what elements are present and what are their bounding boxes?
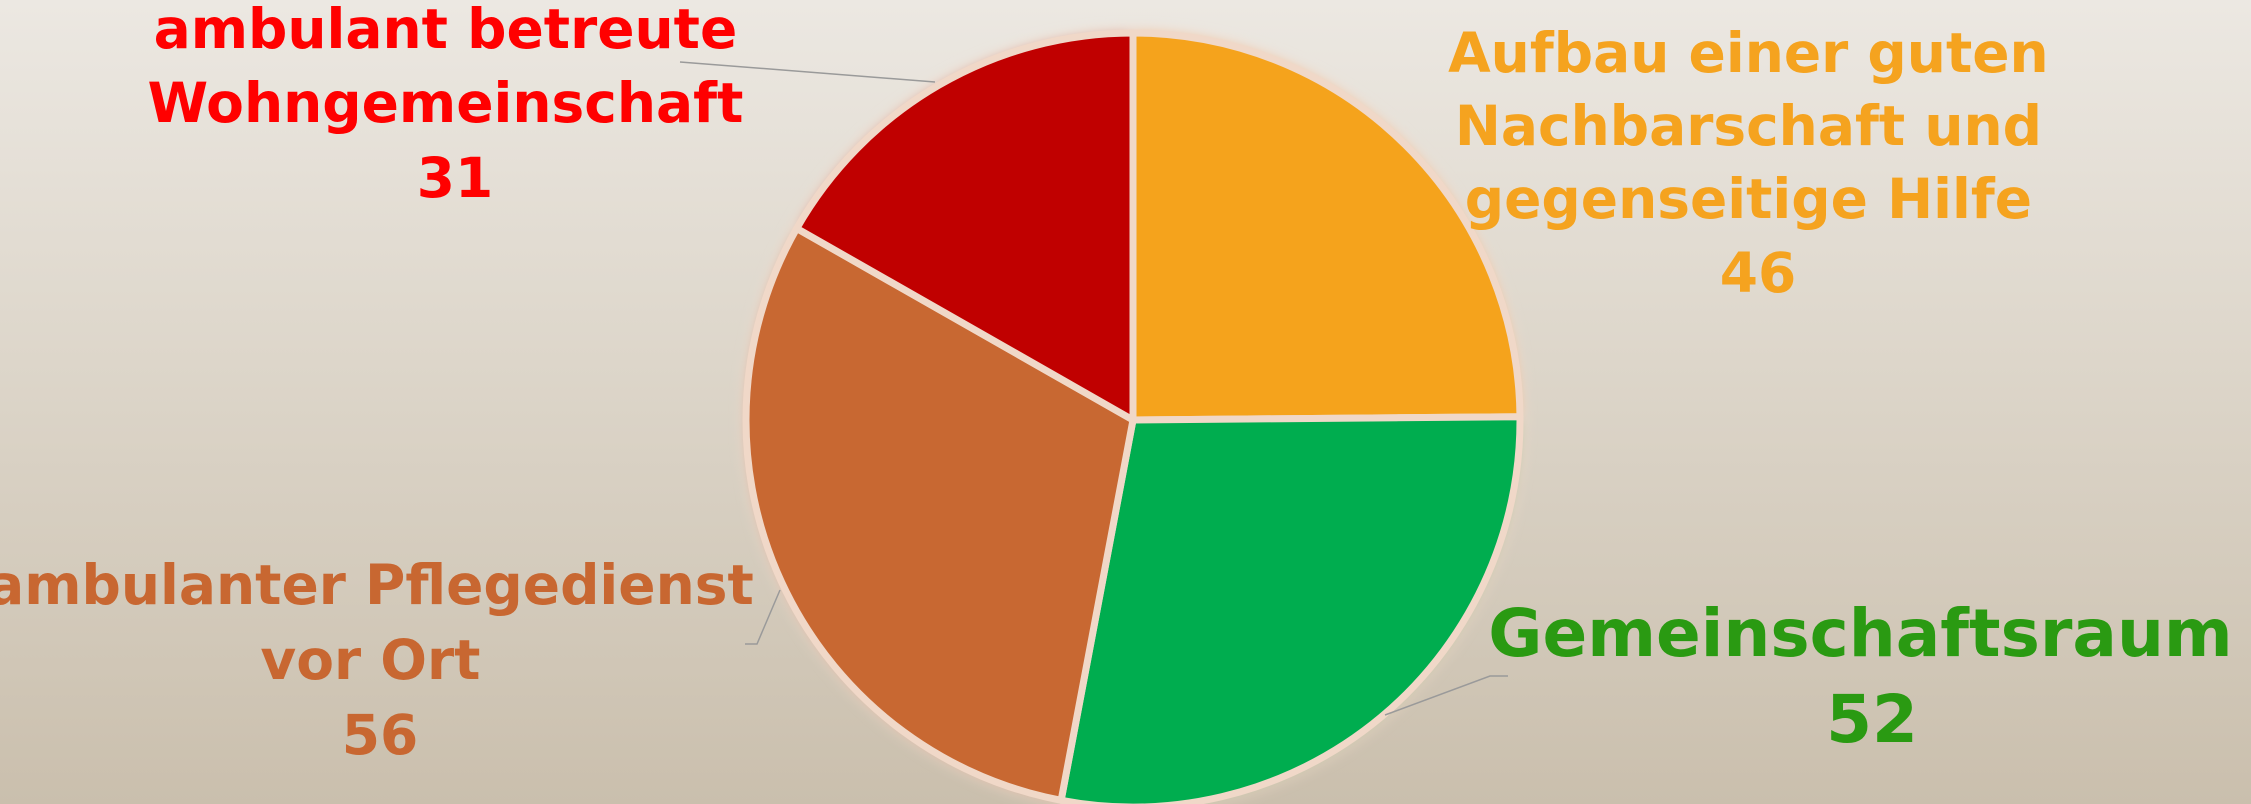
slice-label-line: Wohngemeinschaft bbox=[147, 71, 743, 135]
slice-label-line: gegenseitige Hilfe bbox=[1465, 167, 2032, 231]
slice-label-line: Aufbau einer guten bbox=[1448, 21, 2049, 85]
leader-line-wohngemeinschaft bbox=[679, 61, 936, 83]
slice-wohngemeinschaft bbox=[793, 29, 1137, 424]
slice-value-label: 46 bbox=[1720, 241, 1797, 305]
leader-line-gemeinschaftsraum bbox=[1384, 675, 1508, 716]
slice-label-nachbarschaft: Aufbau einer guten Nachbarschaft und geg… bbox=[1448, 21, 2068, 305]
slice-pflegedienst bbox=[742, 224, 1137, 804]
slice-label-line: vor Ort bbox=[260, 628, 480, 692]
slice-label-wohngemeinschaft: ambulant betreute Wohngemeinschaft 31 bbox=[147, 0, 762, 210]
slice-label-gemeinschaftsraum: Gemeinschaftsraum 52 bbox=[1488, 595, 2251, 758]
slice-nachbarschaft bbox=[1129, 29, 1524, 424]
slice-label-pflegedienst: ambulanter Pflegedienst vor Ort 56 bbox=[0, 553, 773, 767]
pie-slices bbox=[742, 29, 1524, 804]
slice-value-label: 31 bbox=[417, 146, 494, 210]
slice-gemeinschaftsraum bbox=[1057, 413, 1524, 804]
slice-label-line: ambulant betreute bbox=[154, 0, 738, 61]
slice-label-line: Gemeinschaftsraum bbox=[1488, 595, 2232, 672]
leader-line-pflegedienst bbox=[745, 589, 781, 645]
slice-value-label: 56 bbox=[342, 703, 419, 767]
slice-label-line: ambulanter Pflegedienst bbox=[0, 553, 754, 617]
leader-lines bbox=[679, 61, 1508, 716]
slice-value-label: 52 bbox=[1826, 681, 1918, 758]
slice-label-line: Nachbarschaft und bbox=[1455, 94, 2042, 158]
